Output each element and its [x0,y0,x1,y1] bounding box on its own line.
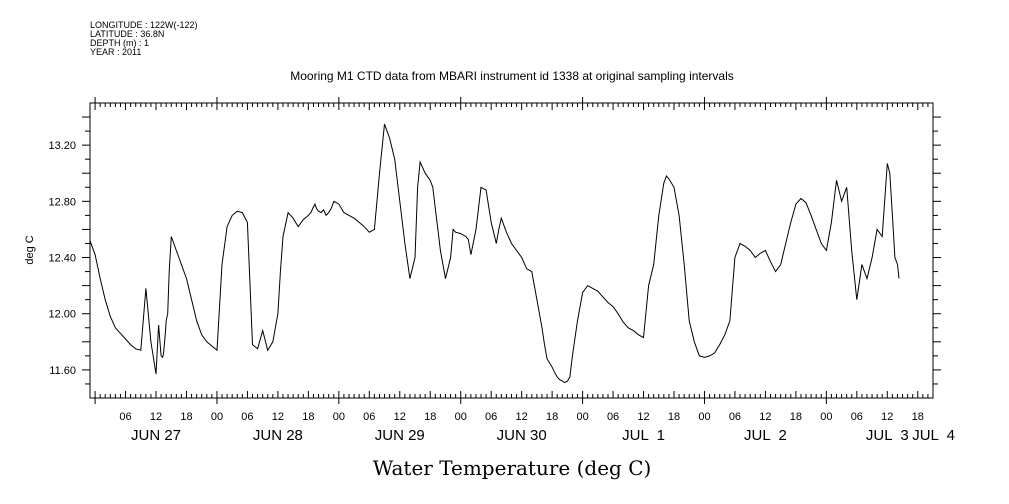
x-axis-label: Water Temperature (deg C) [373,456,652,480]
x-day-label: JUL 3 [866,427,909,444]
latitude-label: LATITUDE : 36.8N [90,29,165,39]
x-hour-tick-label: 00 [211,411,223,423]
x-hour-tick-label: 00 [455,411,467,423]
y-axis-label: deg C [24,235,36,264]
x-hour-tick-label: 00 [820,411,832,423]
x-hour-tick-label: 00 [576,411,588,423]
x-hour-tick-label: 12 [637,411,649,423]
x-hour-tick-label: 12 [150,411,162,423]
x-hour-tick-label: 06 [485,411,497,423]
plot-frame [89,102,934,399]
x-hour-tick-label: 06 [119,411,131,423]
x-day-label: JUL 1 [622,427,665,444]
x-day-label: JUN 27 [131,427,181,444]
chart-title: Mooring M1 CTD data from MBARI instrumen… [290,69,734,83]
depth-label: DEPTH (m) : 1 [90,38,150,48]
x-hour-tick-label: 18 [790,411,802,423]
axis-ticks [82,97,941,404]
x-hour-tick-label: 18 [424,411,436,423]
temperature-series-line [89,123,900,384]
x-day-label: JUL 2 [744,427,787,444]
x-hour-tick-label: 18 [668,411,680,423]
x-hour-tick-label: 06 [607,411,619,423]
x-hour-tick-label: 12 [272,411,284,423]
x-hour-tick-label: 12 [759,411,771,423]
x-day-label: JUL 4 [912,427,955,444]
x-hour-tick-label: 12 [881,411,893,423]
x-day-label: JUN 28 [253,427,303,444]
y-tick-label: 12.00 [48,309,76,321]
x-hour-tick-label: 18 [912,411,924,423]
x-hour-tick-label: 18 [180,411,192,423]
y-tick-label: 12.40 [48,253,76,265]
y-tick-label: 13.20 [48,140,76,152]
x-hour-tick-label: 06 [729,411,741,423]
year-label: YEAR : 2011 [90,47,142,57]
longitude-label: LONGITUDE : 122W(-122) [90,20,198,30]
x-hour-tick-label: 00 [698,411,710,423]
y-tick-label: 11.60 [49,365,76,377]
y-axis: 11.60 12.00 12.40 12.80 13.20 [48,140,76,377]
x-hour-tick-label: 06 [363,411,375,423]
x-hour-tick-label: 18 [302,411,314,423]
x-hour-tick-label: 18 [546,411,558,423]
x-axis: 06 12 18 00 06 12 18 00 06 12 18 00 06 12 18 00 06 12 18 00… [119,411,955,444]
x-day-label: JUN 29 [375,427,425,444]
x-hour-tick-label: 06 [851,411,863,423]
x-hour-tick-label: 12 [394,411,406,423]
x-hour-tick-label: 12 [516,411,528,423]
x-hour-tick-label: 06 [241,411,253,423]
x-hour-tick-label: 00 [333,411,345,423]
metadata-header: LONGITUDE : 122W(-122) LATITUDE : 36.8N … [90,21,198,57]
x-day-label: JUN 30 [497,427,547,444]
y-tick-label: 12.80 [48,196,76,208]
plot-area [89,102,934,399]
